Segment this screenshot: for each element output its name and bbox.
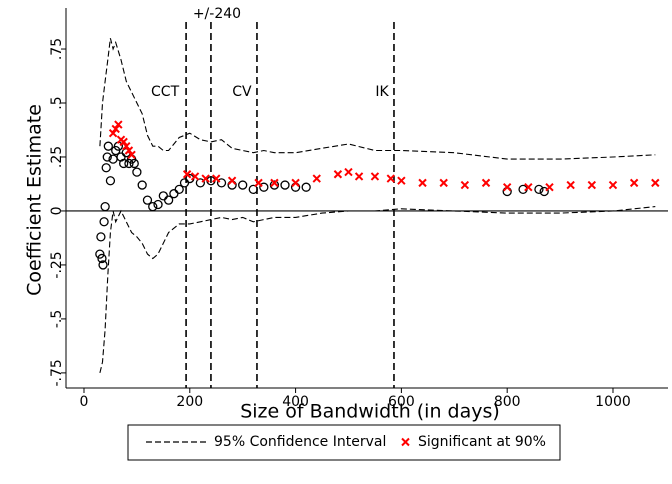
significant-point — [629, 178, 639, 188]
estimate-point — [216, 178, 227, 188]
significant-point — [333, 170, 343, 179]
significant-point — [108, 129, 118, 138]
reference-label: CV — [232, 84, 252, 100]
legend-label: 95% Confidence Interval — [214, 434, 386, 450]
significant-point — [119, 137, 128, 147]
y-tick-label: .75 — [49, 38, 65, 60]
x-tick-label: 1000 — [595, 394, 631, 410]
y-axis-title: Coefficient Estimate — [24, 104, 46, 296]
significant-point — [124, 146, 134, 155]
legend-label: Significant at 90% — [418, 434, 546, 450]
estimate-point — [259, 182, 269, 192]
estimate-point — [95, 249, 105, 259]
significant-point — [651, 178, 660, 188]
estimate-point — [153, 199, 163, 210]
legend-swatch — [401, 437, 410, 447]
reference-label: +/-240 — [193, 6, 241, 22]
significant-point — [201, 174, 210, 183]
ci-line — [99, 206, 656, 374]
significant-point — [227, 176, 237, 185]
significant-point — [122, 141, 131, 151]
estimate-point — [301, 182, 311, 192]
estimate-point — [100, 201, 110, 212]
y-tick-label: .25 — [49, 146, 65, 168]
estimate-point — [132, 167, 142, 177]
estimate-point — [248, 184, 258, 195]
significant-point — [524, 182, 533, 192]
estimate-point — [97, 253, 107, 264]
estimate-point — [99, 217, 109, 227]
significant-point — [344, 167, 353, 177]
x-tick-label: 800 — [494, 394, 521, 410]
significant-point — [212, 174, 221, 183]
significant-point — [608, 180, 618, 190]
x-tick-label: 200 — [176, 394, 203, 410]
significant-point — [182, 170, 192, 179]
estimate-point — [101, 163, 111, 173]
ci-line — [99, 38, 656, 160]
estimate-point — [129, 158, 139, 169]
estimate-point — [163, 195, 174, 205]
estimate-point — [119, 158, 129, 169]
significant-point — [418, 178, 427, 188]
estimate-point — [174, 184, 184, 195]
estimate-point — [103, 141, 113, 151]
significant-point — [114, 120, 123, 129]
y-tick-label: -.5 — [49, 310, 65, 328]
y-tick-label: -.75 — [49, 359, 65, 386]
x-tick-label: 600 — [388, 394, 415, 410]
significant-point — [354, 172, 364, 181]
estimate-point — [96, 232, 106, 242]
significant-point — [270, 178, 279, 188]
significant-point — [190, 172, 200, 181]
significant-point — [545, 182, 554, 192]
y-tick-label: 0 — [49, 206, 65, 215]
estimate-point — [269, 180, 280, 190]
x-tick-label: 0 — [80, 394, 89, 410]
significant-point — [291, 178, 300, 188]
estimate-point — [142, 195, 153, 205]
reference-label: CCT — [151, 84, 180, 100]
reference-label: IK — [375, 84, 389, 100]
significant-point — [502, 182, 512, 192]
estimate-point — [98, 260, 108, 270]
estimate-point — [137, 180, 147, 190]
estimate-point — [148, 201, 158, 212]
legend-box — [127, 424, 561, 461]
significant-point — [439, 178, 448, 188]
significant-point — [566, 180, 575, 190]
estimate-point — [102, 152, 112, 162]
significant-point — [397, 176, 406, 185]
y-tick-label: .5 — [49, 96, 65, 109]
significant-point — [587, 180, 597, 190]
significant-point — [386, 174, 396, 183]
estimate-point — [195, 178, 206, 188]
estimate-point — [539, 186, 549, 197]
x-tick-label: 400 — [282, 394, 309, 410]
estimate-point — [534, 184, 544, 195]
x-axis-title: Size of Bandwidth (in days) — [240, 401, 500, 423]
significant-point — [460, 180, 470, 190]
y-tick-label: -.25 — [49, 251, 65, 278]
significant-point — [127, 150, 136, 160]
estimate-point — [238, 180, 248, 190]
significant-point — [370, 172, 380, 181]
significant-point — [254, 178, 263, 188]
significant-point — [481, 178, 491, 188]
estimate-point — [105, 176, 116, 186]
significant-point — [111, 124, 120, 134]
significant-point — [312, 174, 321, 183]
estimate-point — [280, 180, 290, 190]
